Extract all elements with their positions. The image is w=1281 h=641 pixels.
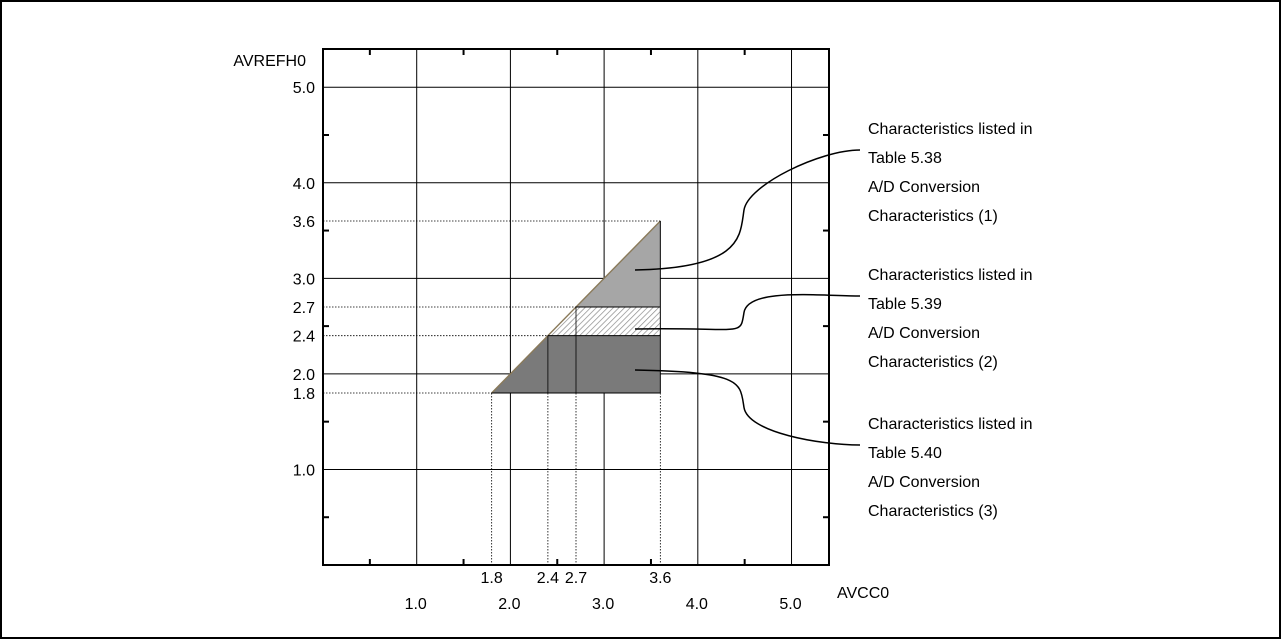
annotation-text: A/D Conversion — [868, 474, 980, 491]
annotation-text: A/D Conversion — [868, 325, 980, 342]
y-tick-label: 4.0 — [293, 176, 315, 193]
annotation-text: A/D Conversion — [868, 179, 980, 196]
annotation-leader — [634, 369, 861, 446]
tick-labels: 1.0 2.0 3.0 4.0 5.0 1.8 2.4 2.7 3.6 1.0 2.0 3.0 4.0 5… — [233, 53, 889, 613]
y-special-label: 2.7 — [293, 300, 315, 317]
annotation-text: Characteristics listed in — [868, 416, 1033, 433]
annotation-text: Characteristics (3) — [868, 503, 998, 520]
axes — [322, 48, 830, 566]
x-axis-title: AVCC0 — [837, 585, 889, 602]
x-tick-label: 3.0 — [592, 596, 614, 613]
annotation-leader — [634, 149, 861, 271]
annotation-text: Table 5.38 — [868, 150, 942, 167]
y-tick-label: 2.0 — [293, 367, 315, 384]
y-special-label: 2.4 — [293, 329, 315, 346]
annotation-text: Characteristics (1) — [868, 208, 998, 225]
annotation-text: Characteristics (2) — [868, 354, 998, 371]
y-special-label: 3.6 — [293, 214, 315, 231]
x-tick-label: 4.0 — [686, 596, 708, 613]
x-special-label: 2.7 — [565, 570, 587, 587]
x-tick-label: 2.0 — [498, 596, 520, 613]
x-special-label: 3.6 — [649, 570, 671, 587]
region-table-5-39 — [547, 307, 661, 336]
annotations: Characteristics listed in Table 5.38 A/D C… — [634, 121, 1033, 520]
annotation-leader — [634, 293, 861, 331]
annotation-text: Table 5.40 — [868, 445, 942, 462]
annotation-text: Characteristics listed in — [868, 121, 1033, 138]
y-tick-label: 1.0 — [293, 462, 315, 479]
guide-lines — [323, 220, 661, 565]
y-axis-title: AVREFH0 — [233, 53, 306, 70]
regions — [491, 220, 661, 394]
annotation-text: Characteristics listed in — [868, 267, 1033, 284]
annotation-text: Table 5.39 — [868, 296, 942, 313]
y-tick-label: 3.0 — [293, 271, 315, 288]
x-tick-label: 5.0 — [779, 596, 801, 613]
plot-frame — [322, 48, 830, 566]
y-tick-label: 5.0 — [293, 80, 315, 97]
x-special-label: 1.8 — [481, 570, 503, 587]
x-special-label: 2.4 — [537, 570, 559, 587]
x-tick-label: 1.0 — [405, 596, 427, 613]
y-special-label: 1.8 — [293, 386, 315, 403]
